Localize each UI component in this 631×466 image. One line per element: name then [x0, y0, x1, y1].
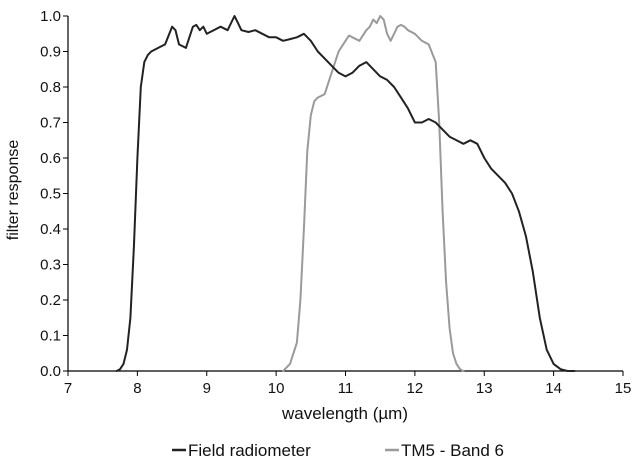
legend: Field radiometer TM5 - Band 6	[172, 441, 504, 460]
y-tick-label: 0.1	[40, 328, 61, 345]
x-tick-label: 11	[338, 380, 354, 397]
y-tick-label: 0.2	[40, 292, 61, 309]
x-axis-label: wavelength (µm)	[281, 404, 408, 423]
y-tick-label: 0.9	[40, 44, 61, 61]
series-line-tm5-band6	[282, 15, 465, 372]
y-tick-label: 1.0	[40, 8, 61, 25]
x-tick-label: 10	[268, 380, 285, 397]
y-tick-label: 0.3	[40, 257, 61, 274]
y-tick-label: 0.6	[40, 150, 61, 167]
x-tick-label: 8	[133, 380, 141, 397]
x-tick-label: 9	[203, 380, 211, 397]
y-tick-label: 0.4	[40, 221, 61, 238]
x-tick-label: 7	[64, 380, 72, 397]
legend-label-field-radiometer: Field radiometer	[188, 441, 311, 460]
x-tick-label: 12	[407, 380, 424, 397]
x-tick-label: 15	[615, 380, 631, 397]
x-tick-label: 14	[545, 380, 562, 397]
plot-area: 0.0 0.1 0.2 0.3 0.4 0.5 0.6 0.7 0.8 0.9 1.0 7 8 9 10 11…	[40, 8, 631, 397]
y-tick-label: 0.5	[40, 186, 61, 203]
series-line-field-radiometer	[115, 15, 576, 372]
legend-label-tm5-band6: TM5 - Band 6	[401, 441, 504, 460]
x-tick-label: 13	[476, 380, 493, 397]
y-axis-label: filter response	[5, 140, 22, 241]
y-tick-label: 0.7	[40, 115, 61, 132]
y-tick-label: 0.0	[40, 363, 61, 380]
y-tick-label: 0.8	[40, 79, 61, 96]
